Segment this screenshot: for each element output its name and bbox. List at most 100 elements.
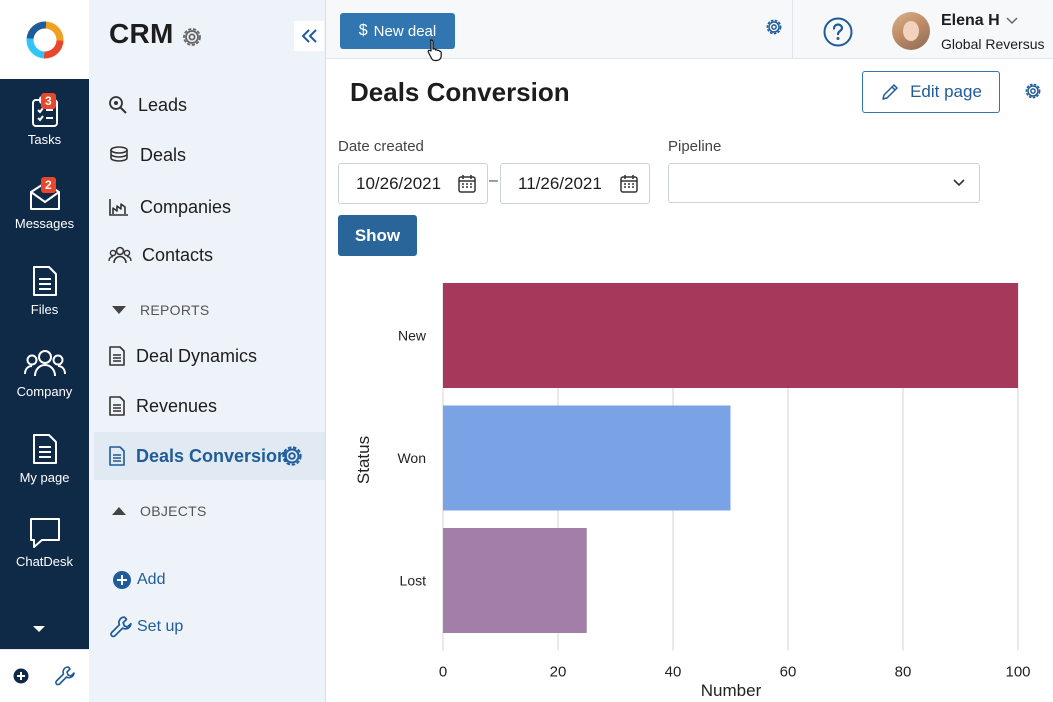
x-tick-label-80: 80: [895, 664, 912, 681]
user-name: Elena H: [941, 12, 1000, 29]
rail-label-my-page: My page: [19, 470, 70, 485]
setup-link[interactable]: Set up: [109, 615, 183, 639]
rail-label-company: Company: [16, 384, 73, 399]
report-doc-icon: [109, 396, 125, 416]
sidebar-item-revenues[interactable]: Revenues: [94, 386, 325, 426]
bitrix-logo[interactable]: [0, 0, 89, 79]
objects-section-toggle[interactable]: OBJECTS: [112, 503, 207, 519]
sidebar-item-deal-dynamics[interactable]: Deal Dynamics: [94, 336, 325, 376]
date-to-value: 11/26/2021: [518, 173, 602, 193]
sidebar-item-label: Revenues: [136, 395, 218, 416]
chatdesk-icon: [29, 518, 60, 548]
date-created-label: Date created: [338, 138, 424, 155]
edit-page-label: Edit page: [910, 82, 982, 101]
new-deal-label: New deal: [373, 22, 437, 40]
rail-label-messages: Messages: [14, 216, 75, 231]
chevron-down-icon: [1006, 17, 1018, 25]
sidebar-item-label: Leads: [138, 94, 188, 115]
x-tick-label-60: 60: [780, 664, 797, 681]
top-bar: $ New deal Elena H Global Reversus: [326, 0, 1053, 62]
sidebar-item-label: Companies: [140, 196, 232, 217]
companies-icon: [109, 199, 128, 216]
rail-label-tasks: Tasks: [27, 132, 62, 147]
x-tick-label-20: 20: [550, 664, 567, 681]
report-settings-gear-icon[interactable]: [279, 443, 305, 469]
pipeline-select[interactable]: [668, 163, 980, 203]
reports-section-label: REPORTS: [140, 302, 210, 318]
caret-up-icon: [112, 507, 126, 515]
topbar-settings-gear-icon[interactable]: [764, 17, 784, 37]
rail-label-files: Files: [30, 302, 59, 317]
bar-won[interactable]: [443, 405, 731, 511]
rail-item-chatdesk[interactable]: ChatDesk: [0, 504, 89, 584]
calendar-icon[interactable]: [457, 174, 477, 194]
category-label-new: New: [398, 328, 427, 344]
rail-item-messages[interactable]: 2 Messages: [0, 168, 89, 248]
x-tick-label-0: 0: [439, 664, 447, 681]
help-icon[interactable]: [823, 17, 853, 47]
bar-new[interactable]: [443, 283, 1018, 388]
category-label-lost: Lost: [400, 573, 427, 589]
user-menu[interactable]: Elena H: [941, 12, 1018, 30]
tasks-badge: 3: [41, 93, 56, 109]
files-icon: [32, 266, 57, 296]
reports-section-toggle[interactable]: REPORTS: [112, 302, 210, 318]
date-to-input[interactable]: 11/26/2021: [500, 163, 650, 204]
chart-bars: [443, 283, 1018, 633]
avatar-face: [903, 21, 919, 41]
rail-item-tasks[interactable]: 3 Tasks: [0, 84, 89, 164]
category-label-won: Won: [397, 450, 426, 466]
chart-category-labels: New Won Lost: [397, 328, 426, 589]
crm-settings-gear-icon[interactable]: [180, 25, 204, 49]
wrench-icon[interactable]: [54, 665, 76, 687]
x-tick-label-40: 40: [665, 664, 682, 681]
date-from-input[interactable]: 10/26/2021: [338, 163, 488, 204]
y-axis-title: Status: [354, 436, 373, 484]
add-object-link[interactable]: Add: [112, 570, 165, 590]
sidebar-item-label: Deals: [140, 144, 187, 165]
user-avatar[interactable]: [892, 12, 930, 50]
collapse-sidebar-button[interactable]: [294, 21, 324, 51]
pencil-icon: [882, 84, 898, 100]
rail-label-chatdesk: ChatDesk: [15, 554, 74, 569]
objects-section-label: OBJECTS: [140, 503, 207, 519]
sidebar-item-label: Contacts: [142, 244, 214, 265]
sidebar-item-deals[interactable]: Deals: [94, 135, 325, 175]
show-button[interactable]: Show: [338, 215, 417, 256]
setup-label: Set up: [137, 618, 184, 635]
chart-x-tick-labels: 0 20 40 60 80 100: [439, 664, 1031, 681]
sidebar-item-companies[interactable]: Companies: [94, 187, 325, 227]
rail-bottom-toolbar: [0, 649, 89, 702]
sidebar-item-contacts[interactable]: Contacts: [94, 235, 325, 275]
rail-item-files[interactable]: Files: [0, 252, 89, 332]
add-circle-icon[interactable]: [13, 668, 29, 684]
crm-sidebar: CRM Leads Deals Companies: [89, 0, 326, 702]
sidebar-item-label: Deals Conversion: [136, 445, 289, 466]
rail-expand-chevron-icon[interactable]: [32, 624, 46, 634]
x-tick-label-100: 100: [1005, 664, 1030, 681]
chevron-down-icon: [953, 179, 965, 187]
rail-item-my-page[interactable]: My page: [0, 420, 89, 500]
sidebar-item-deals-conversion[interactable]: Deals Conversion: [94, 432, 325, 480]
edit-page-button[interactable]: Edit page: [862, 71, 1000, 113]
x-axis-title: Number: [701, 681, 762, 700]
divider: [792, 0, 793, 59]
leads-icon: [109, 96, 127, 114]
bar-lost[interactable]: [443, 528, 587, 633]
date-range-dash: –: [489, 172, 498, 189]
my-page-icon: [32, 434, 57, 464]
rail-item-company[interactable]: Company: [0, 336, 89, 416]
crm-title: CRM: [109, 18, 174, 49]
report-doc-icon: [109, 446, 125, 466]
dollar-icon: $: [358, 22, 368, 39]
hand-cursor-icon: [427, 39, 442, 62]
page-title: Deals Conversion: [350, 77, 570, 107]
sidebar-item-leads[interactable]: Leads: [94, 85, 325, 125]
new-deal-button[interactable]: $ New deal: [340, 13, 455, 49]
user-organization: Global Reversus: [941, 36, 1045, 52]
pipeline-label: Pipeline: [668, 138, 722, 155]
conversion-bar-chart: New Won Lost 0 20 40 60 80 100 Number Status: [354, 283, 1031, 700]
page-settings-gear-icon[interactable]: [1023, 81, 1043, 101]
calendar-icon[interactable]: [619, 174, 639, 194]
deals-icon: [110, 146, 128, 162]
